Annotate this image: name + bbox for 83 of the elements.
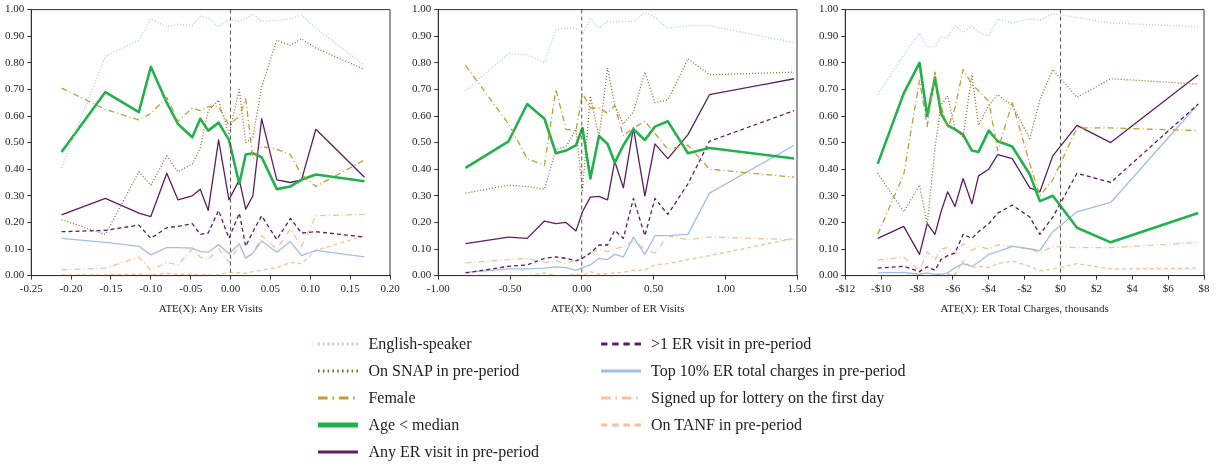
y-tick-label: 0.80 [819, 55, 839, 68]
legend-label: Any ER visit in pre-period [368, 442, 540, 461]
x-tick-label: -0.05 [179, 282, 203, 295]
y-tick-label: 0.00 [5, 268, 25, 281]
y-tick-label: 1.00 [412, 2, 432, 15]
legend-label: >1 ER visit in pre-period [651, 334, 812, 353]
x-axis-title: ATE(X): Number of ER Visits [550, 302, 685, 316]
line-series [464, 110, 795, 274]
x-tick-label: -$12 [835, 282, 856, 295]
x-tick-label: -1.00 [426, 282, 451, 295]
y-tick-label: 0.00 [819, 268, 839, 281]
y-tick-label: 0.00 [412, 268, 432, 281]
y-tick-label: 0.30 [412, 188, 432, 201]
y-tick-label: 0.90 [412, 29, 432, 42]
line-series [464, 58, 795, 194]
x-tick-label: 0.05 [260, 282, 281, 295]
x-tick-label: $6 [1162, 282, 1175, 295]
x-tick-label: -$10 [871, 282, 892, 295]
x-tick-label: $2 [1090, 282, 1102, 295]
x-tick-label: 0.50 [643, 282, 664, 295]
y-tick-label: 0.40 [5, 162, 25, 175]
x-tick-label: 0.00 [220, 282, 241, 295]
x-tick-label: 1.50 [787, 282, 808, 295]
x-tick-label: 1.00 [715, 282, 736, 295]
x-tick-label: -0.25 [19, 282, 44, 295]
y-tick-label: 0.90 [819, 29, 839, 42]
y-tick-label: 0.70 [819, 82, 839, 95]
x-tick-label: 0.10 [300, 282, 321, 295]
x-tick-label: -0.15 [99, 282, 123, 295]
x-tick-label: -0.10 [139, 282, 163, 295]
y-tick-label: 0.20 [412, 215, 432, 228]
x-tick-label: 0.00 [572, 282, 592, 295]
legend-label: Signed up for lottery on the first day [651, 388, 885, 407]
y-tick-label: 0.60 [819, 108, 839, 121]
line-series [60, 213, 366, 271]
y-tick-label: 1.00 [819, 2, 839, 15]
x-tick-label: 0.15 [340, 282, 361, 295]
y-tick-label: 0.40 [819, 162, 839, 175]
x-tick-label: -$6 [945, 282, 961, 295]
line-series [60, 235, 366, 276]
legend-label: Top 10% ER total charges in pre-period [651, 361, 906, 380]
x-tick-label: 0.20 [380, 282, 401, 295]
y-tick-label: 0.80 [5, 55, 25, 68]
y-tick-label: 0.30 [5, 188, 25, 201]
y-tick-label: 0.20 [819, 215, 839, 228]
y-tick-label: 0.90 [5, 29, 25, 42]
x-tick-label: -0.20 [59, 282, 84, 295]
y-tick-label: 0.60 [412, 108, 432, 121]
line-series [464, 11, 795, 92]
x-tick-label: $4 [1126, 282, 1139, 295]
y-tick-label: 0.70 [412, 82, 432, 95]
line-series [877, 241, 1199, 271]
x-tick-label: -$4 [981, 282, 997, 295]
y-tick-label: 0.10 [819, 241, 839, 254]
legend-label: English-speaker [368, 334, 472, 353]
y-tick-label: 0.40 [412, 162, 432, 175]
legend-label: On TANF in pre-period [651, 415, 802, 434]
x-tick-label: $0 [1055, 282, 1067, 295]
x-tick-label: $8 [1198, 282, 1210, 295]
x-axis-title: ATE(X): Any ER Visits [158, 302, 263, 316]
x-axis-title: ATE(X): ER Total Charges, thousands [940, 302, 1109, 316]
y-tick-label: 1.00 [5, 2, 25, 15]
line-series [60, 12, 366, 169]
y-tick-label: 0.70 [5, 82, 25, 95]
legend-label: Age < median [368, 415, 460, 434]
y-tick-label: 0.50 [412, 135, 432, 148]
y-tick-label: 0.10 [412, 241, 432, 254]
y-tick-label: 0.50 [819, 135, 839, 148]
x-tick-label: -$8 [909, 282, 925, 295]
line-series [464, 64, 795, 178]
y-tick-label: 0.10 [5, 241, 25, 254]
x-tick-label: -0.50 [498, 282, 522, 295]
y-tick-label: 0.20 [5, 215, 25, 228]
y-tick-label: 0.30 [819, 188, 839, 201]
legend-label: Female [368, 388, 416, 407]
line-series [60, 38, 366, 236]
y-tick-label: 0.60 [5, 108, 25, 121]
y-tick-label: 0.80 [412, 55, 432, 68]
legend-label: On SNAP in pre-period [368, 361, 520, 380]
x-tick-label: -$2 [1017, 282, 1032, 295]
y-tick-label: 0.50 [5, 135, 25, 148]
line-series [877, 12, 1199, 96]
line-series [60, 87, 366, 188]
